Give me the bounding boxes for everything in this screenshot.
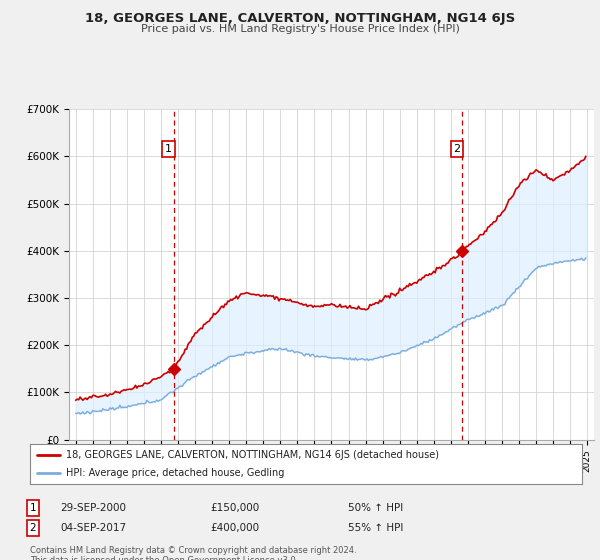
- Text: 50% ↑ HPI: 50% ↑ HPI: [348, 503, 403, 513]
- Text: 04-SEP-2017: 04-SEP-2017: [60, 523, 126, 533]
- Text: 1: 1: [165, 144, 172, 154]
- Text: 55% ↑ HPI: 55% ↑ HPI: [348, 523, 403, 533]
- Text: HPI: Average price, detached house, Gedling: HPI: Average price, detached house, Gedl…: [66, 468, 284, 478]
- Text: £150,000: £150,000: [210, 503, 259, 513]
- Text: 29-SEP-2000: 29-SEP-2000: [60, 503, 126, 513]
- Text: Price paid vs. HM Land Registry's House Price Index (HPI): Price paid vs. HM Land Registry's House …: [140, 24, 460, 34]
- Text: £400,000: £400,000: [210, 523, 259, 533]
- Text: 18, GEORGES LANE, CALVERTON, NOTTINGHAM, NG14 6JS (detached house): 18, GEORGES LANE, CALVERTON, NOTTINGHAM,…: [66, 450, 439, 460]
- Text: 2: 2: [454, 144, 461, 154]
- Text: 1: 1: [29, 503, 37, 513]
- Text: 2: 2: [29, 523, 37, 533]
- Text: Contains HM Land Registry data © Crown copyright and database right 2024.
This d: Contains HM Land Registry data © Crown c…: [30, 546, 356, 560]
- Text: 18, GEORGES LANE, CALVERTON, NOTTINGHAM, NG14 6JS: 18, GEORGES LANE, CALVERTON, NOTTINGHAM,…: [85, 12, 515, 25]
